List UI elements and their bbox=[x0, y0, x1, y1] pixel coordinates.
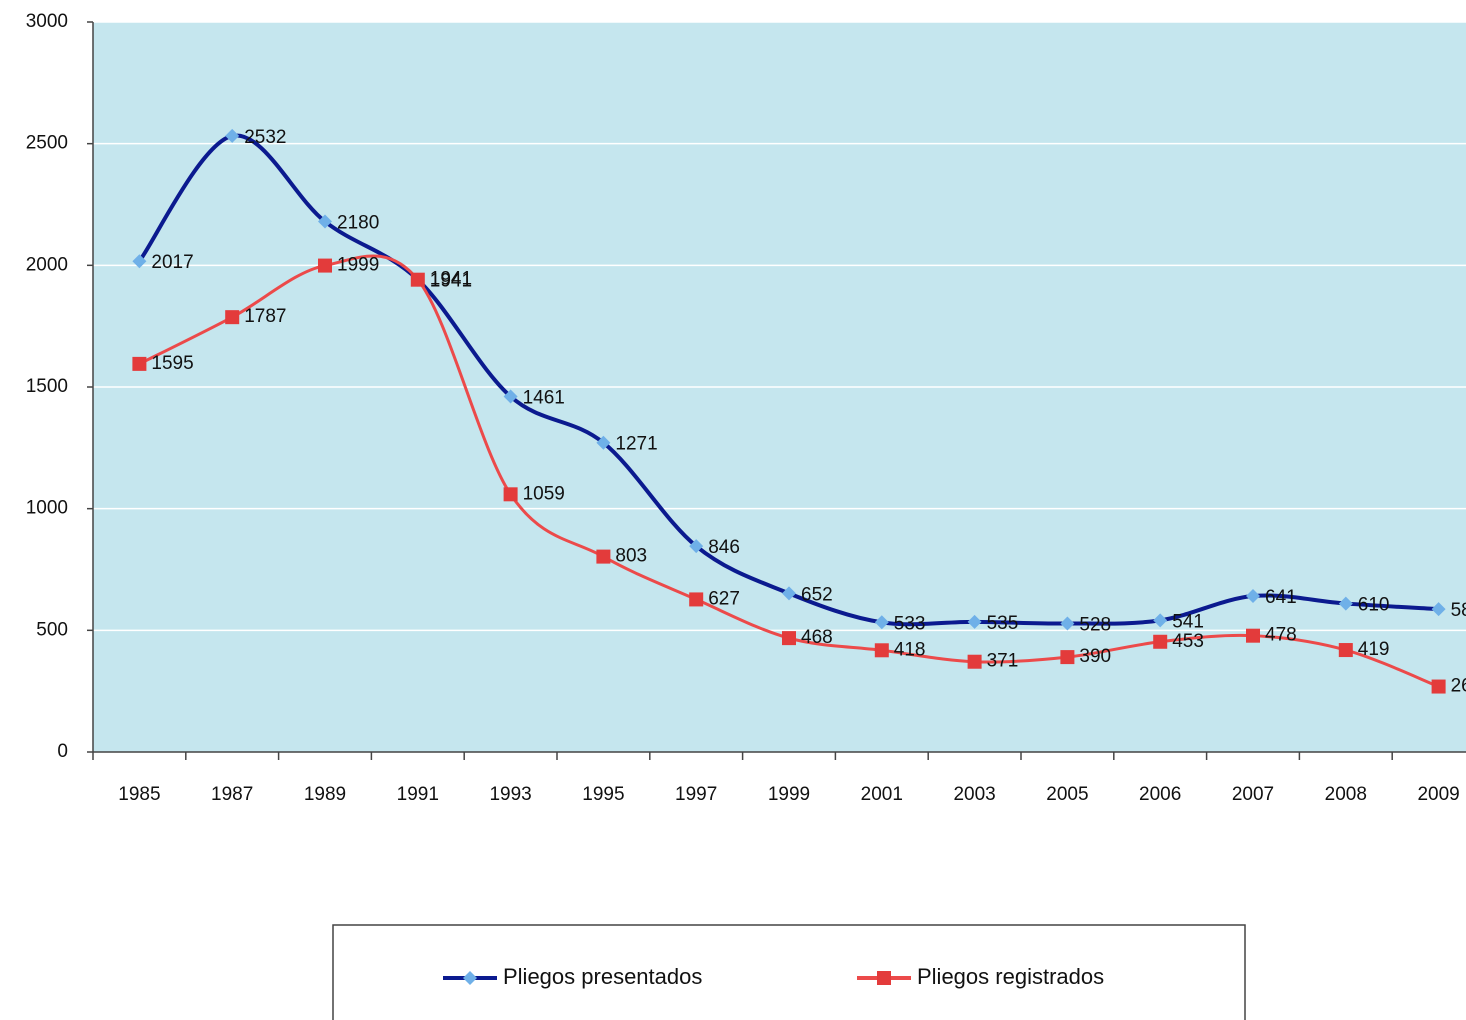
data-point bbox=[1431, 679, 1446, 694]
data-point bbox=[1153, 613, 1168, 628]
y-tick-label: 3000 bbox=[26, 11, 68, 32]
x-tick-label: 2008 bbox=[1325, 784, 1367, 805]
data-label: 453 bbox=[1172, 631, 1204, 652]
x-tick-label: 1995 bbox=[582, 784, 624, 805]
data-point bbox=[967, 654, 982, 669]
data-point bbox=[782, 631, 796, 646]
data-label: 610 bbox=[1358, 595, 1390, 616]
data-point bbox=[689, 539, 704, 554]
data-point bbox=[782, 586, 796, 601]
data-point bbox=[1060, 650, 1075, 665]
data-label: 2017 bbox=[151, 252, 193, 273]
x-tick-label: 1989 bbox=[304, 784, 346, 805]
x-tick-label: 2003 bbox=[953, 784, 995, 805]
data-label: 528 bbox=[1079, 615, 1111, 636]
x-tick-label: 2007 bbox=[1232, 784, 1274, 805]
data-label: 541 bbox=[1172, 611, 1204, 632]
data-label: 1595 bbox=[151, 353, 193, 374]
x-tick-label: 2005 bbox=[1046, 784, 1088, 805]
data-point bbox=[689, 592, 704, 607]
data-point bbox=[225, 310, 240, 325]
y-tick-label: 0 bbox=[57, 741, 68, 762]
data-point bbox=[596, 435, 611, 450]
data-point bbox=[874, 643, 889, 658]
y-tick-label: 1000 bbox=[26, 498, 68, 519]
data-label: 587 bbox=[1451, 600, 1466, 621]
data-point bbox=[1060, 616, 1075, 631]
data-label: 2532 bbox=[244, 127, 286, 148]
data-label: 535 bbox=[987, 613, 1019, 634]
data-point bbox=[1246, 589, 1260, 604]
data-label: 371 bbox=[987, 651, 1019, 672]
y-tick-label: 1500 bbox=[26, 376, 68, 397]
data-point bbox=[874, 615, 889, 630]
data-label: 1271 bbox=[615, 434, 657, 455]
series-line bbox=[138, 254, 1440, 688]
data-point bbox=[1338, 643, 1353, 658]
data-label: 468 bbox=[801, 627, 833, 648]
x-tick-label: 1997 bbox=[675, 784, 717, 805]
legend-marker bbox=[877, 971, 891, 985]
data-label: 1999 bbox=[337, 255, 379, 276]
data-point bbox=[132, 356, 147, 371]
y-tick-label: 2500 bbox=[26, 133, 68, 154]
data-label: 1787 bbox=[244, 306, 286, 327]
data-label: 418 bbox=[894, 639, 926, 660]
data-point bbox=[225, 128, 240, 143]
data-label: 1941 bbox=[430, 271, 472, 292]
data-label: 846 bbox=[708, 537, 740, 558]
x-tick-label: 1991 bbox=[397, 784, 439, 805]
data-label: 533 bbox=[894, 613, 926, 634]
data-label: 652 bbox=[801, 584, 833, 605]
data-label: 627 bbox=[708, 588, 740, 609]
data-label: 2180 bbox=[337, 213, 379, 234]
x-tick-label: 1985 bbox=[118, 784, 160, 805]
data-point bbox=[318, 258, 332, 273]
data-label: 269 bbox=[1451, 676, 1466, 697]
data-label: 478 bbox=[1265, 625, 1297, 646]
x-tick-label: 1999 bbox=[768, 784, 810, 805]
data-point bbox=[132, 254, 147, 269]
x-tick-label: 1987 bbox=[211, 784, 253, 805]
legend-label: Pliegos registrados bbox=[917, 964, 1104, 989]
data-point bbox=[410, 272, 425, 287]
legend-marker bbox=[463, 971, 477, 985]
data-label: 641 bbox=[1265, 587, 1297, 608]
data-point bbox=[503, 389, 518, 404]
legend-label: Pliegos presentados bbox=[503, 964, 702, 989]
data-point bbox=[503, 487, 518, 502]
data-point bbox=[1246, 628, 1260, 643]
y-tick-label: 2000 bbox=[26, 254, 68, 275]
data-point bbox=[318, 214, 332, 229]
y-tick-label: 500 bbox=[36, 619, 68, 640]
x-tick-label: 1993 bbox=[489, 784, 531, 805]
data-point bbox=[596, 549, 611, 564]
data-point bbox=[1431, 602, 1446, 617]
x-tick-label: 2009 bbox=[1417, 784, 1459, 805]
legend-box bbox=[332, 924, 1246, 1020]
data-label: 803 bbox=[615, 546, 647, 567]
data-label: 1941 bbox=[430, 269, 472, 290]
data-label: 390 bbox=[1079, 646, 1111, 667]
x-tick-label: 2006 bbox=[1139, 784, 1181, 805]
data-point bbox=[967, 614, 982, 629]
x-tick-label: 2001 bbox=[861, 784, 903, 805]
data-point bbox=[1338, 596, 1353, 611]
data-label: 419 bbox=[1358, 639, 1390, 660]
data-point bbox=[1153, 634, 1168, 649]
data-label: 1461 bbox=[523, 388, 565, 409]
data-label: 1059 bbox=[523, 483, 565, 504]
